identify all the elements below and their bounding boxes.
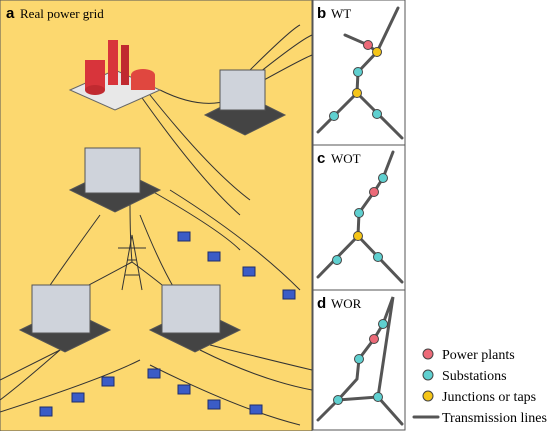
legend-swatch	[422, 390, 434, 402]
substation-node	[378, 173, 388, 183]
legend-label: Transmission lines	[442, 411, 547, 426]
tower	[118, 234, 146, 291]
substation-node	[373, 252, 383, 262]
panel-letter: c	[317, 150, 325, 167]
legend-label: Power plants	[442, 348, 515, 363]
panel-letter: b	[317, 5, 326, 22]
power-plant	[68, 40, 162, 111]
panel-letter: a	[6, 5, 15, 22]
junction-node	[353, 231, 363, 241]
substation-node	[354, 208, 364, 218]
substation-node	[329, 111, 339, 121]
panel-title: WOR	[331, 296, 362, 311]
panel-title: Real power grid	[20, 6, 104, 21]
legend-swatch	[422, 348, 434, 360]
substation-node	[332, 255, 342, 265]
substation-node	[354, 354, 364, 364]
panel-b: b WT	[312, 0, 406, 146]
substation-node	[333, 395, 343, 405]
substation-node	[353, 67, 363, 77]
panel-c: c WOT	[312, 144, 406, 291]
power-plant-node	[369, 334, 379, 344]
panel-a: a Real power grid	[0, 0, 313, 431]
substation-node	[378, 319, 388, 329]
junction-node	[352, 88, 362, 98]
panel-letter: d	[317, 295, 326, 312]
substation-node	[373, 392, 383, 402]
substations	[18, 69, 287, 353]
substation-node	[372, 109, 382, 119]
power-plant-node	[369, 187, 379, 197]
junction-node	[372, 47, 382, 57]
panel-d: d WOR	[312, 289, 406, 431]
panel-title: WOT	[331, 151, 361, 166]
legend-swatch	[422, 369, 434, 381]
panel-title: WT	[331, 6, 351, 21]
power-plant-node	[363, 40, 373, 50]
legend-label: Substations	[442, 369, 507, 384]
legend-label: Junctions or taps	[442, 390, 536, 405]
legend: Power plants Substations Junctions or ta…	[412, 348, 547, 426]
panel-a-background	[0, 0, 313, 431]
houses	[39, 231, 296, 417]
